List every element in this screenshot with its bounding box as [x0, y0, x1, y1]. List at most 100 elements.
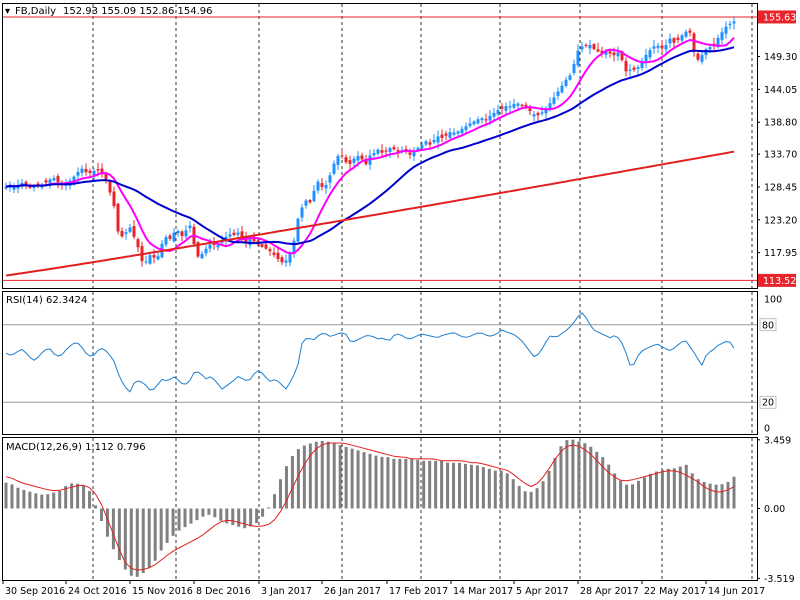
macd-hist-bar [392, 458, 396, 509]
macd-hist-bar [350, 448, 354, 509]
candle-body [340, 155, 344, 157]
candle-body [204, 248, 208, 254]
macd-hist-bar [535, 488, 539, 509]
rsi-tick-label: 100 [764, 295, 782, 306]
candle-body [152, 254, 156, 258]
macd-hist-bar [141, 508, 145, 574]
rsi-tick-label: 0 [764, 424, 770, 435]
candle-body [176, 230, 180, 234]
macd-tick-label: 3.459 [764, 435, 791, 446]
macd-hist-bar [499, 470, 503, 509]
candle-body [536, 112, 540, 116]
macd-hist-bar [631, 484, 635, 509]
candle-body [584, 44, 588, 46]
candle-body [448, 132, 452, 138]
candle-body [660, 45, 664, 49]
macd-hist-bar [654, 471, 658, 509]
candle-body [212, 242, 216, 246]
candle-body [120, 230, 124, 237]
candle-body [372, 153, 376, 156]
macd-hist-bar [368, 453, 372, 509]
candle-body [620, 51, 624, 61]
candle-body [208, 244, 212, 249]
price-label-low: 113.52 [763, 276, 796, 287]
rsi-level-label: 20 [762, 398, 774, 409]
macd-hist-bar [374, 455, 378, 509]
candle-body [220, 241, 224, 243]
candle-body [128, 227, 132, 232]
x-tick-label: 30 Sep 2016 [5, 586, 65, 597]
macd-hist-bar [58, 490, 62, 509]
candle-body [628, 69, 632, 71]
macd-hist-bar [219, 508, 223, 521]
candle-body [320, 183, 324, 187]
candle-body [564, 79, 568, 86]
macd-hist-bar [571, 439, 575, 509]
candle-body [260, 244, 264, 247]
ohlc-label: 152.93 155.09 152.86 154.96 [63, 6, 213, 17]
macd-hist-bar [16, 487, 20, 509]
x-tick-label: 28 Apr 2017 [580, 586, 639, 597]
x-tick-label: 24 Oct 2016 [68, 586, 127, 597]
candle-body [132, 226, 136, 237]
macd-hist-bar [213, 508, 217, 518]
macd-hist-bar [481, 467, 485, 509]
candle-body [156, 256, 160, 260]
candle-body [88, 170, 92, 173]
candle-body [168, 235, 172, 239]
price-tick-label: 117.95 [764, 248, 797, 259]
rsi-label: RSI(14) 62.3424 [6, 295, 87, 306]
candle-body [504, 106, 508, 111]
macd-hist-bar [613, 473, 617, 509]
candle-body [388, 148, 392, 152]
candle-body [696, 53, 700, 60]
y-axis-labels: 149.30 144.05 138.80 133.70 128.45 123.20 117.… [757, 10, 797, 585]
x-tick-label: 5 Apr 2017 [516, 586, 569, 597]
candle-body [668, 38, 672, 44]
macd-hist-bar [153, 508, 157, 561]
candle-body [468, 123, 472, 127]
x-tick-label: 17 Feb 2017 [389, 586, 448, 597]
candle-body [292, 240, 296, 255]
macd-hist-bar [428, 460, 432, 509]
macd-hist-bar [147, 508, 151, 568]
candle-body [24, 181, 28, 186]
macd-hist-bar [696, 479, 700, 509]
candle-body [180, 231, 184, 237]
candle-body [488, 115, 492, 121]
candle-body [356, 156, 360, 161]
candle-body [612, 52, 616, 56]
candle-body [36, 183, 40, 186]
candle-body [572, 64, 576, 73]
symbol-dropdown-arrow[interactable]: ▾ [5, 6, 10, 17]
rsi-panel [3, 312, 757, 403]
macd-hist-bar [88, 491, 92, 509]
macd-hist-bar [76, 483, 80, 509]
ma-fast-line [5, 37, 735, 255]
symbol-label: FB,Daily [15, 6, 56, 17]
candle-body [196, 242, 200, 257]
macd-hist-bar [326, 441, 330, 509]
macd-hist-bar [99, 508, 103, 522]
macd-hist-bar [619, 480, 623, 509]
macd-hist-bar [302, 445, 306, 509]
macd-hist-bar [40, 494, 44, 509]
macd-hist-bar [111, 508, 115, 550]
candle-body [272, 252, 276, 255]
candle-body [348, 160, 352, 164]
price-tick-label: 123.20 [764, 215, 797, 226]
macd-hist-bar [249, 508, 253, 527]
macd-hist-bar [231, 508, 235, 526]
rsi-panel-frame [2, 291, 758, 435]
macd-hist-bar [52, 492, 56, 509]
macd-hist-bar [94, 505, 98, 509]
candle-body [548, 103, 552, 109]
price-tick-label: 138.80 [764, 118, 797, 129]
candle-body [600, 50, 604, 53]
macd-hist-bar [577, 441, 581, 509]
price-tick-label: 144.05 [764, 85, 797, 96]
macd-hist-bar [637, 480, 641, 509]
candle-body [304, 200, 308, 206]
candle-body [496, 110, 500, 115]
